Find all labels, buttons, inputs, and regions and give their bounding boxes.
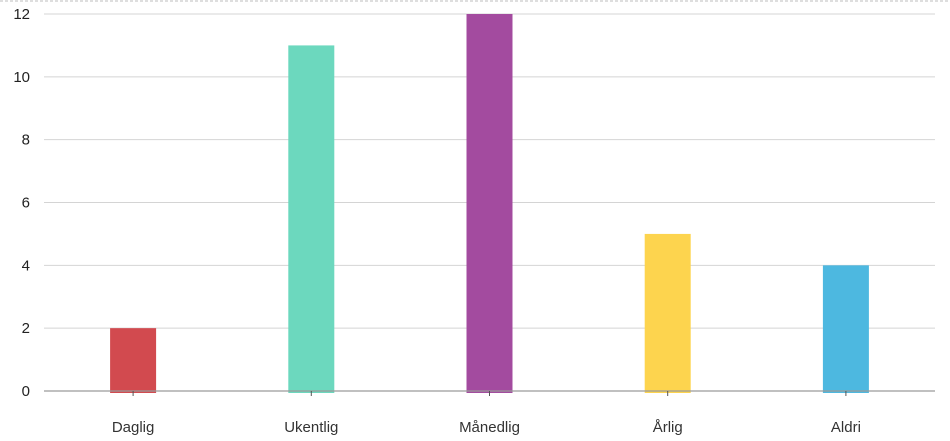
bar-årlig [644, 233, 691, 393]
y-tick-label: 2 [22, 320, 30, 337]
bar-daglig [110, 328, 157, 393]
bar-aldri [822, 265, 869, 393]
x-axis: Daglig Ukentlig Månedlig Årlig Aldri [44, 390, 935, 436]
y-axis: 0 2 4 6 8 10 12 [13, 6, 30, 400]
y-tick-label: 10 [13, 69, 30, 86]
y-tick-label: 8 [22, 132, 30, 149]
y-tick-label: 12 [13, 6, 30, 23]
x-tick-label: Ukentlig [284, 419, 338, 436]
bar-ukentlig [288, 45, 335, 394]
y-tick-label: 0 [22, 383, 30, 400]
bars [110, 14, 869, 394]
x-tick-label: Månedlig [459, 419, 520, 436]
x-tick-label: Årlig [653, 419, 683, 436]
x-tick-label: Aldri [831, 419, 861, 436]
y-tick-label: 4 [22, 257, 30, 274]
bar-månedlig [466, 14, 513, 393]
x-tick-label: Daglig [112, 419, 155, 436]
y-tick-label: 6 [22, 195, 30, 212]
